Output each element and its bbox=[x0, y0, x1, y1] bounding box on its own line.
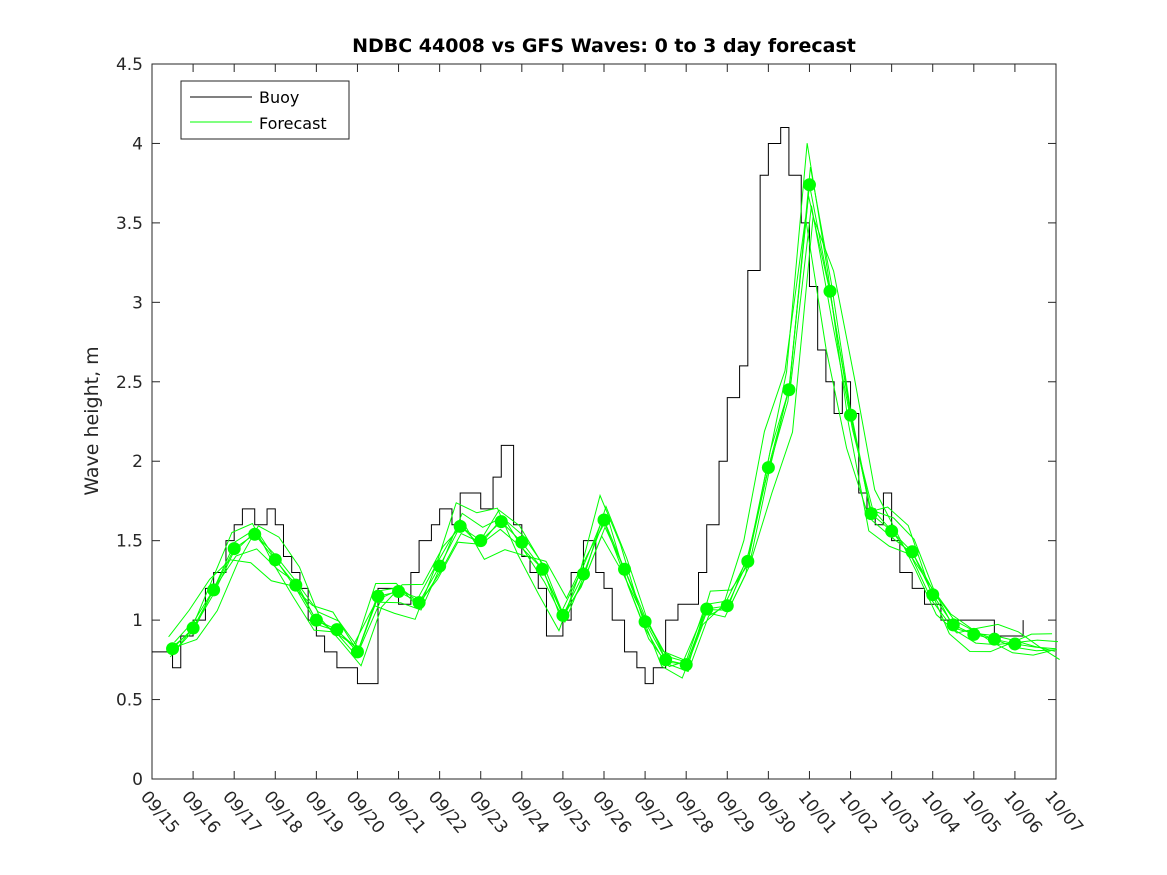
y-tick-label: 2.5 bbox=[116, 373, 143, 393]
forecast-point bbox=[782, 383, 796, 397]
forecast-point bbox=[207, 583, 221, 597]
forecast-point bbox=[350, 645, 364, 659]
forecast-point bbox=[392, 585, 406, 599]
forecast-point bbox=[741, 554, 755, 568]
forecast-point bbox=[987, 632, 1001, 646]
forecast-point bbox=[679, 658, 693, 672]
forecast-point bbox=[576, 567, 590, 581]
y-tick-label: 3.5 bbox=[116, 214, 143, 234]
y-axis: 0 0.5 1 1.5 2 2.5 3 3.5 4 4.5 bbox=[116, 55, 1056, 790]
forecast-point bbox=[412, 596, 426, 610]
plot-area bbox=[151, 63, 1057, 780]
y-tick-label: 4 bbox=[132, 134, 143, 154]
forecast-point bbox=[618, 562, 632, 576]
forecast-point bbox=[494, 515, 508, 529]
forecast-point bbox=[535, 562, 549, 576]
forecast-point bbox=[864, 507, 878, 521]
forecast-point bbox=[802, 178, 816, 192]
forecast-point bbox=[946, 618, 960, 632]
forecast-point bbox=[433, 559, 447, 573]
forecast-point bbox=[659, 653, 673, 667]
y-tick-label: 2 bbox=[132, 452, 143, 472]
forecast-point bbox=[268, 553, 282, 567]
forecast-point bbox=[474, 534, 488, 548]
forecast-point bbox=[227, 542, 241, 556]
y-tick-label: 0.5 bbox=[116, 691, 143, 711]
forecast-point bbox=[844, 408, 858, 422]
y-axis-label: Wave height, m bbox=[81, 346, 103, 495]
forecast-point bbox=[309, 613, 323, 627]
forecast-point bbox=[289, 578, 303, 592]
forecast-markers bbox=[166, 178, 1022, 672]
forecast-point bbox=[556, 608, 570, 622]
forecast-point bbox=[248, 527, 262, 541]
forecast-point bbox=[515, 535, 529, 549]
forecast-point bbox=[823, 284, 837, 298]
y-tick-label: 4.5 bbox=[116, 55, 143, 75]
forecast-point bbox=[926, 588, 940, 602]
forecast-point bbox=[638, 615, 652, 629]
forecast-point bbox=[885, 524, 899, 538]
legend-box bbox=[180, 80, 350, 140]
chart-title: NDBC 44008 vs GFS Waves: 0 to 3 day fore… bbox=[352, 35, 856, 57]
y-tick-label: 1.5 bbox=[116, 532, 143, 552]
legend: Buoy Forecast bbox=[180, 80, 350, 140]
forecast-series-line bbox=[174, 205, 1059, 673]
forecast-point bbox=[330, 623, 344, 637]
forecast-point bbox=[166, 642, 180, 656]
y-tick-label: 1 bbox=[132, 611, 143, 631]
forecast-point bbox=[761, 461, 775, 475]
forecast-point bbox=[967, 627, 981, 641]
forecast-point bbox=[453, 519, 467, 533]
y-tick-label: 0 bbox=[132, 770, 143, 790]
forecast-point bbox=[597, 513, 611, 527]
buoy-series-line bbox=[152, 127, 1024, 685]
series-layer bbox=[152, 127, 1060, 685]
legend-buoy-label: Buoy bbox=[259, 88, 299, 107]
forecast-point bbox=[1008, 637, 1022, 651]
legend-forecast-label: Forecast bbox=[259, 114, 327, 133]
forecast-series-line bbox=[175, 216, 1060, 668]
forecast-point bbox=[186, 621, 200, 635]
forecast-point bbox=[371, 589, 385, 603]
y-tick-label: 3 bbox=[132, 293, 143, 313]
forecast-point bbox=[905, 545, 919, 559]
forecast-point bbox=[720, 599, 734, 613]
forecast-point bbox=[700, 602, 714, 616]
